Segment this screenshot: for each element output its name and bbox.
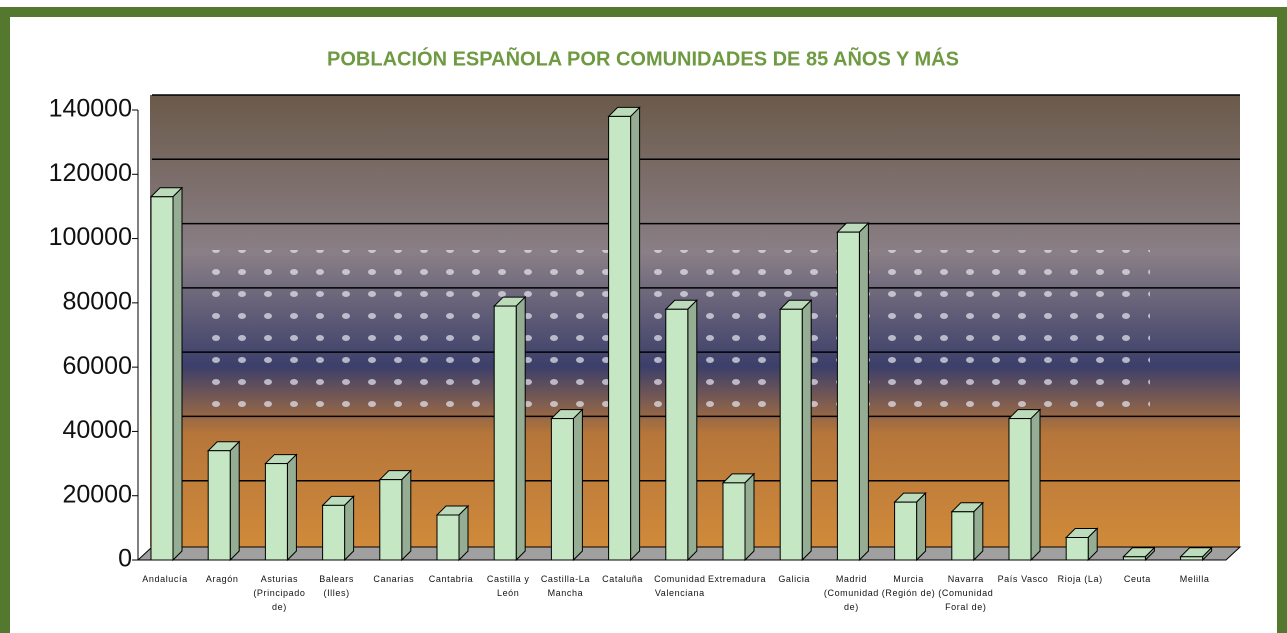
y-tick-label: 100000 bbox=[49, 223, 132, 251]
chart-title: POBLACIÓN ESPAÑOLA POR COMUNIDADES DE 85… bbox=[327, 46, 959, 70]
y-tick-label: 80000 bbox=[62, 287, 132, 315]
y-tick-label: 20000 bbox=[62, 480, 132, 508]
x-tick-label: Navarra (Comunidad Foral de) bbox=[938, 574, 994, 612]
x-tick-label: Aragón bbox=[205, 574, 239, 584]
y-tick-label: 60000 bbox=[62, 352, 132, 380]
x-tick-label: Galicia bbox=[778, 574, 811, 584]
x-tick-label: Balears (Illes) bbox=[319, 574, 354, 598]
bar bbox=[664, 299, 699, 562]
x-tick-label: Andalucía bbox=[142, 574, 188, 584]
x-tick-label: Murcia (Región de) bbox=[881, 574, 936, 598]
x-tick-label: Comunidad Valenciana bbox=[654, 574, 706, 598]
bar bbox=[778, 299, 813, 562]
x-tick-label: Castilla-La Mancha bbox=[540, 574, 590, 598]
bar bbox=[1179, 546, 1213, 562]
bar bbox=[550, 408, 584, 562]
bar bbox=[1122, 546, 1156, 562]
bar bbox=[836, 221, 870, 562]
x-tick-label: Ceuta bbox=[1123, 574, 1151, 584]
x-tick-label: Madrid (Comunidad de) bbox=[823, 574, 879, 612]
y-tick-label: 120000 bbox=[49, 159, 132, 187]
x-tick-label: Rioja (La) bbox=[1057, 574, 1103, 584]
bar bbox=[435, 504, 470, 562]
x-tick-label: Asturias (Principado de) bbox=[253, 574, 306, 612]
x-tick-label: Canarias bbox=[373, 574, 415, 584]
bar bbox=[149, 186, 184, 562]
bar bbox=[378, 469, 413, 562]
y-tick-label: 0 bbox=[118, 545, 132, 573]
x-tick-label: Melilla bbox=[1179, 574, 1210, 584]
x-tick-label: País Vasco bbox=[997, 574, 1049, 584]
x-tick-label: Castilla y León bbox=[486, 574, 530, 598]
bar bbox=[721, 472, 756, 562]
bar bbox=[206, 440, 241, 562]
bar bbox=[893, 491, 927, 562]
x-tick-label: Extremadura bbox=[707, 574, 767, 584]
bar bbox=[264, 453, 298, 562]
x-tick-label: Cantabria bbox=[428, 574, 474, 584]
x-tick-label: Cataluña bbox=[602, 574, 643, 584]
bar bbox=[950, 501, 985, 562]
bar bbox=[1007, 408, 1042, 562]
bar bbox=[321, 495, 355, 562]
bar bbox=[492, 295, 527, 562]
y-tick-label: 140000 bbox=[49, 95, 132, 123]
bar bbox=[1064, 527, 1099, 562]
bar bbox=[607, 106, 641, 562]
y-tick-label: 40000 bbox=[62, 416, 132, 444]
